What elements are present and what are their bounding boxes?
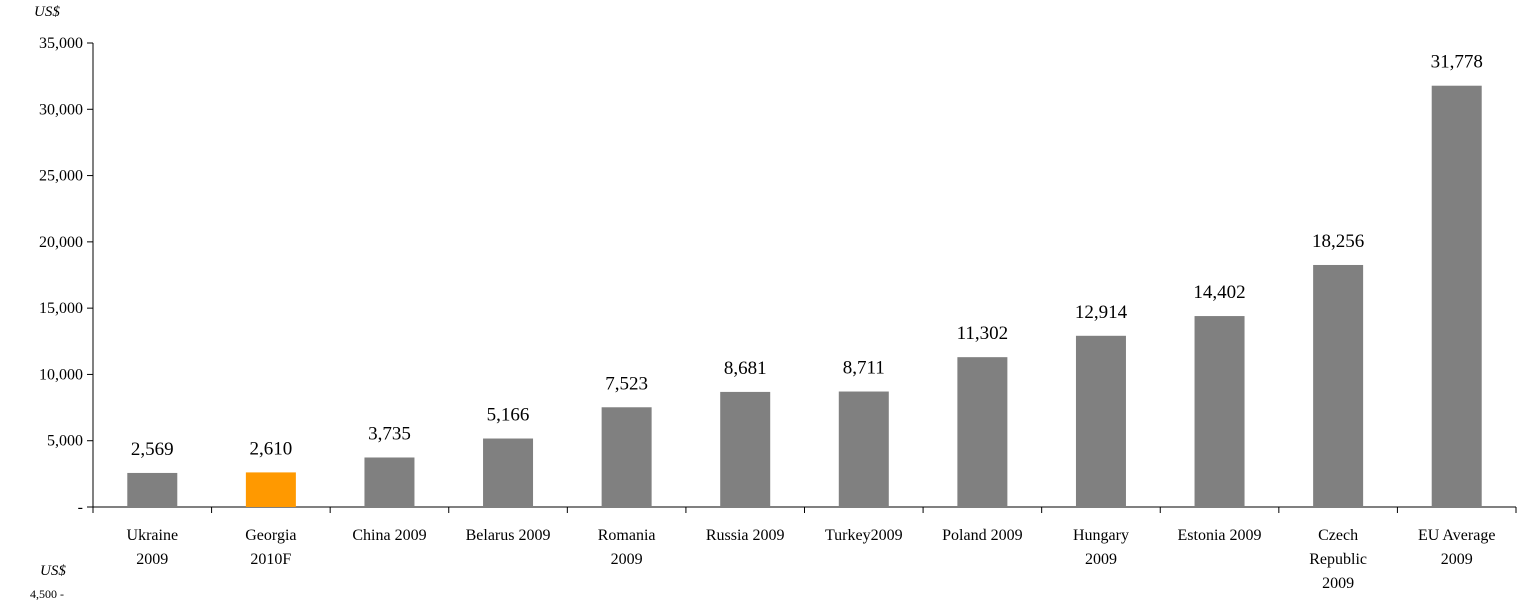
y-tick-label: 5,000 [47,433,83,450]
bar [483,438,534,507]
data-label: 2,610 [250,438,293,459]
bar [838,391,889,507]
x-category-label: Romania 2009 [598,527,656,568]
x-category-label: EU Average 2009 [1418,527,1495,568]
x-category-label: Estonia 2009 [1178,527,1262,544]
x-category-label: Belarus 2009 [466,527,551,544]
x-category-label: Ukraine 2009 [127,527,179,568]
bars [127,85,1482,508]
data-label: 8,711 [843,358,885,379]
y-tick-label: 20,000 [39,234,83,251]
data-label: 11,302 [957,323,1009,344]
y-tick-label: 30,000 [39,101,83,118]
data-label: 8,681 [724,358,767,379]
data-label: 12,914 [1075,302,1128,323]
data-label: 2,569 [131,439,174,460]
bar [245,472,296,507]
x-category-label: Poland 2009 [942,527,1022,544]
next-chart-first-tick: 4,500 - [30,587,64,601]
data-label: 5,166 [487,405,530,426]
data-label: 3,735 [368,423,411,444]
x-axis [92,506,1517,513]
bar [127,472,178,507]
bar [601,407,652,507]
y-tick-label: 15,000 [39,300,83,317]
bar [1075,335,1126,507]
y-axis: - 5,000 10,000 15,000 20,000 25,000 30,000 35,0… [39,35,94,516]
y-tick-label: - [78,499,83,516]
y-tick-label: 10,000 [39,366,83,383]
bar [720,391,771,507]
y-tick-label: 35,000 [39,35,83,52]
x-category-label: Georgia 2010F [245,527,296,568]
data-label: 7,523 [605,373,648,394]
bar [1431,85,1482,508]
data-label: 18,256 [1312,231,1364,252]
bar [1313,264,1364,507]
data-label: 14,402 [1193,282,1245,303]
bar [1194,316,1245,507]
x-category-label: Czech Republic 2009 [1309,527,1367,592]
x-category-label: China 2009 [352,527,426,544]
bar [957,357,1008,507]
y-tick-label: 25,000 [39,168,83,185]
category-labels: Ukraine 2009 Georgia 2010F China 2009 Belarus… [127,527,1496,592]
x-category-label: Russia 2009 [706,527,785,544]
x-category-label: Hungary 2009 [1073,527,1129,568]
bar [364,457,415,507]
x-category-label: Turkey2009 [825,527,903,544]
y-axis-unit-label: US$ [34,4,60,20]
next-chart-unit-label: US$ [40,563,66,579]
data-labels: 2,569 2,610 3,735 5,166 7,523 8,681 8,711 11,30… [131,52,1483,460]
data-label: 31,778 [1431,52,1483,73]
